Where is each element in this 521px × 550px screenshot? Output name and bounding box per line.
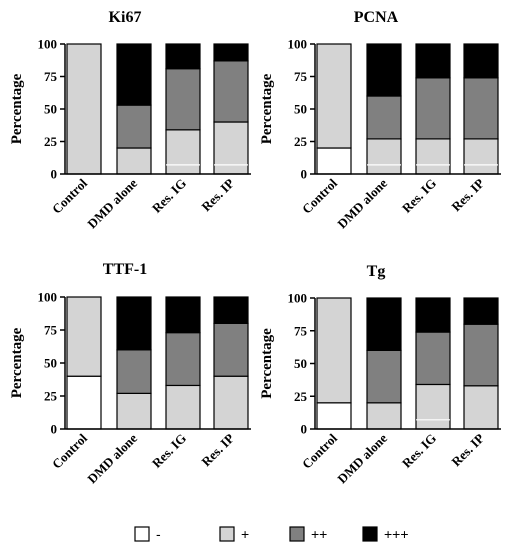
legend-label-triple-plus: +++	[384, 526, 409, 542]
y-tick-label: 75	[44, 323, 58, 338]
y-axis-label: Percentage	[9, 73, 25, 144]
y-tick-label: 25	[294, 134, 308, 149]
bar-segment-plus	[213, 121, 249, 175]
bar-segment-minus	[316, 147, 352, 175]
y-tick-label: 75	[294, 323, 308, 338]
x-tick-label: Res. IG	[149, 176, 189, 216]
y-tick-label: 25	[44, 389, 58, 404]
bar-segment-plus-plus	[165, 332, 201, 387]
bar-segment-triple-plus	[366, 43, 402, 97]
bar-segment-triple-plus	[213, 296, 249, 324]
bar-segment-triple-plus	[415, 43, 451, 79]
legend-label-plus-plus: ++	[311, 526, 327, 542]
bar-segment-plus	[316, 43, 352, 149]
x-tick-label: Res. IG	[399, 176, 439, 216]
bar-segment-plus-plus	[213, 322, 249, 377]
y-axis-label: Percentage	[259, 328, 275, 399]
y-axis-label: Percentage	[9, 327, 25, 398]
x-tick-label: DMD alone	[84, 175, 140, 231]
bar-segment-triple-plus	[463, 297, 499, 325]
y-tick-label: 50	[44, 356, 57, 371]
x-tick-label: Res. IP	[198, 430, 237, 469]
x-tick-label: Res. IP	[198, 175, 237, 214]
x-tick-label: Res. IG	[149, 431, 189, 471]
chart-title: TTF-1	[103, 261, 147, 278]
bar-segment-plus	[415, 383, 451, 430]
y-tick-label: 25	[44, 134, 58, 149]
legend-swatch-plus	[219, 526, 235, 542]
legend-swatch-triple-plus	[362, 526, 378, 542]
bar-segment-plus	[66, 296, 102, 377]
bar-segment-plus	[366, 138, 402, 175]
y-tick-label: 100	[38, 290, 58, 305]
chart-title: Tg	[367, 263, 386, 280]
x-tick-label: Res. IP	[448, 175, 487, 214]
bar-segment-triple-plus	[213, 43, 249, 62]
bar-segment-triple-plus	[415, 297, 451, 333]
bar-segment-plus-plus	[415, 77, 451, 140]
x-tick-label: DMD alone	[334, 430, 390, 486]
bar-segment-plus	[116, 392, 152, 430]
x-tick-label: Res. IG	[399, 431, 439, 471]
y-tick-label: 50	[294, 102, 307, 117]
bar-segment-minus	[66, 375, 102, 430]
bar-segment-triple-plus	[165, 43, 201, 70]
bar-segment-plus-plus	[366, 349, 402, 404]
y-tick-label: 0	[301, 167, 308, 182]
bar-segment-plus	[415, 138, 451, 175]
bar-segment-plus	[463, 385, 499, 430]
bar-segment-triple-plus	[116, 43, 152, 106]
bar-segment-triple-plus	[116, 296, 152, 351]
bar-segment-plus	[366, 402, 402, 430]
legend-swatch-plus-plus	[289, 526, 305, 542]
y-tick-label: 75	[294, 69, 308, 84]
bar-segment-plus	[463, 138, 499, 175]
bar-segment-minus	[316, 402, 352, 430]
bar-segment-triple-plus	[165, 296, 201, 334]
bar-segment-plus	[116, 147, 152, 175]
bar-segment-plus	[213, 375, 249, 430]
y-tick-label: 0	[51, 167, 58, 182]
x-tick-label: DMD alone	[84, 430, 140, 486]
legend-swatch-minus	[134, 526, 150, 542]
bar-segment-plus-plus	[463, 323, 499, 387]
y-tick-label: 100	[288, 291, 308, 306]
chart-title: PCNA	[354, 9, 399, 26]
bar-segment-plus-plus	[116, 349, 152, 394]
bar-segment-plus	[316, 297, 352, 404]
y-axis-label: Percentage	[259, 73, 275, 144]
y-tick-label: 50	[44, 102, 57, 117]
bar-segment-plus-plus	[463, 77, 499, 140]
chart-title: Ki67	[109, 9, 142, 26]
bar-segment-plus	[165, 384, 201, 430]
x-tick-label: Res. IP	[448, 430, 487, 469]
bar-segment-plus	[165, 129, 201, 175]
bar-segment-plus-plus	[213, 60, 249, 123]
legend: - + ++ +++	[134, 526, 409, 542]
bar-segment-plus-plus	[165, 68, 201, 131]
y-tick-label: 0	[301, 422, 308, 437]
bar-segment-plus-plus	[116, 104, 152, 149]
y-tick-label: 50	[294, 356, 307, 371]
legend-label-plus: +	[241, 526, 249, 542]
bar-segment-plus	[66, 43, 102, 175]
bar-segment-plus-plus	[366, 95, 402, 140]
y-tick-label: 100	[288, 37, 308, 52]
bar-segment-triple-plus	[463, 43, 499, 79]
y-tick-label: 100	[38, 37, 58, 52]
y-tick-label: 75	[44, 69, 58, 84]
legend-label-minus: -	[156, 526, 161, 542]
bar-segment-plus-plus	[415, 331, 451, 386]
y-tick-label: 25	[294, 389, 308, 404]
bar-segment-triple-plus	[366, 297, 402, 352]
x-tick-label: DMD alone	[334, 175, 390, 231]
y-tick-label: 0	[51, 422, 58, 437]
